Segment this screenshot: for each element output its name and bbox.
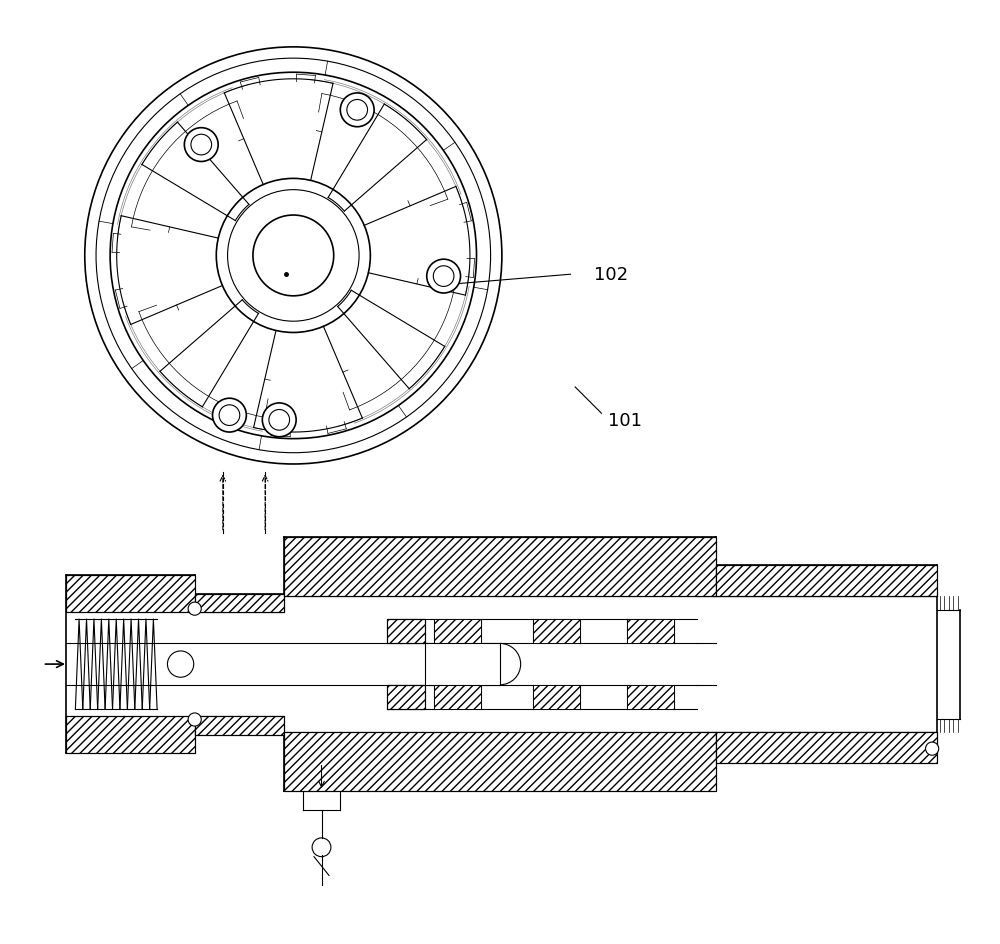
- Bar: [434, 685, 481, 710]
- Circle shape: [262, 403, 296, 437]
- Circle shape: [213, 398, 246, 432]
- Circle shape: [433, 266, 454, 287]
- Bar: [533, 619, 580, 644]
- Bar: [387, 685, 425, 710]
- Circle shape: [188, 713, 201, 726]
- Bar: [284, 732, 716, 791]
- Circle shape: [167, 651, 194, 678]
- Circle shape: [184, 128, 218, 162]
- Circle shape: [219, 405, 240, 426]
- Text: 101: 101: [608, 412, 642, 430]
- Circle shape: [926, 742, 939, 755]
- Bar: [284, 732, 716, 791]
- Bar: [533, 685, 580, 710]
- Circle shape: [340, 93, 374, 127]
- Bar: [387, 685, 425, 710]
- Circle shape: [269, 410, 290, 430]
- Bar: [387, 619, 425, 644]
- Bar: [627, 619, 674, 644]
- Bar: [434, 685, 481, 710]
- Circle shape: [191, 135, 212, 156]
- Bar: [716, 732, 937, 763]
- Bar: [66, 575, 195, 613]
- Bar: [716, 732, 937, 763]
- Bar: [533, 685, 580, 710]
- Bar: [195, 716, 284, 734]
- Bar: [66, 716, 195, 753]
- Bar: [716, 565, 937, 597]
- Bar: [627, 685, 674, 710]
- Bar: [66, 575, 195, 613]
- Bar: [425, 644, 500, 685]
- Bar: [533, 619, 580, 644]
- Bar: [716, 565, 937, 597]
- Bar: [284, 538, 716, 597]
- Circle shape: [347, 100, 368, 121]
- Bar: [434, 619, 481, 644]
- Bar: [434, 619, 481, 644]
- Bar: [195, 716, 284, 734]
- Bar: [627, 685, 674, 710]
- Bar: [195, 594, 284, 613]
- Bar: [66, 716, 195, 753]
- Circle shape: [188, 602, 201, 615]
- Bar: [387, 619, 425, 644]
- Bar: [284, 538, 716, 597]
- Bar: [195, 594, 284, 613]
- Circle shape: [427, 260, 461, 294]
- Bar: [627, 619, 674, 644]
- Text: 102: 102: [594, 266, 628, 284]
